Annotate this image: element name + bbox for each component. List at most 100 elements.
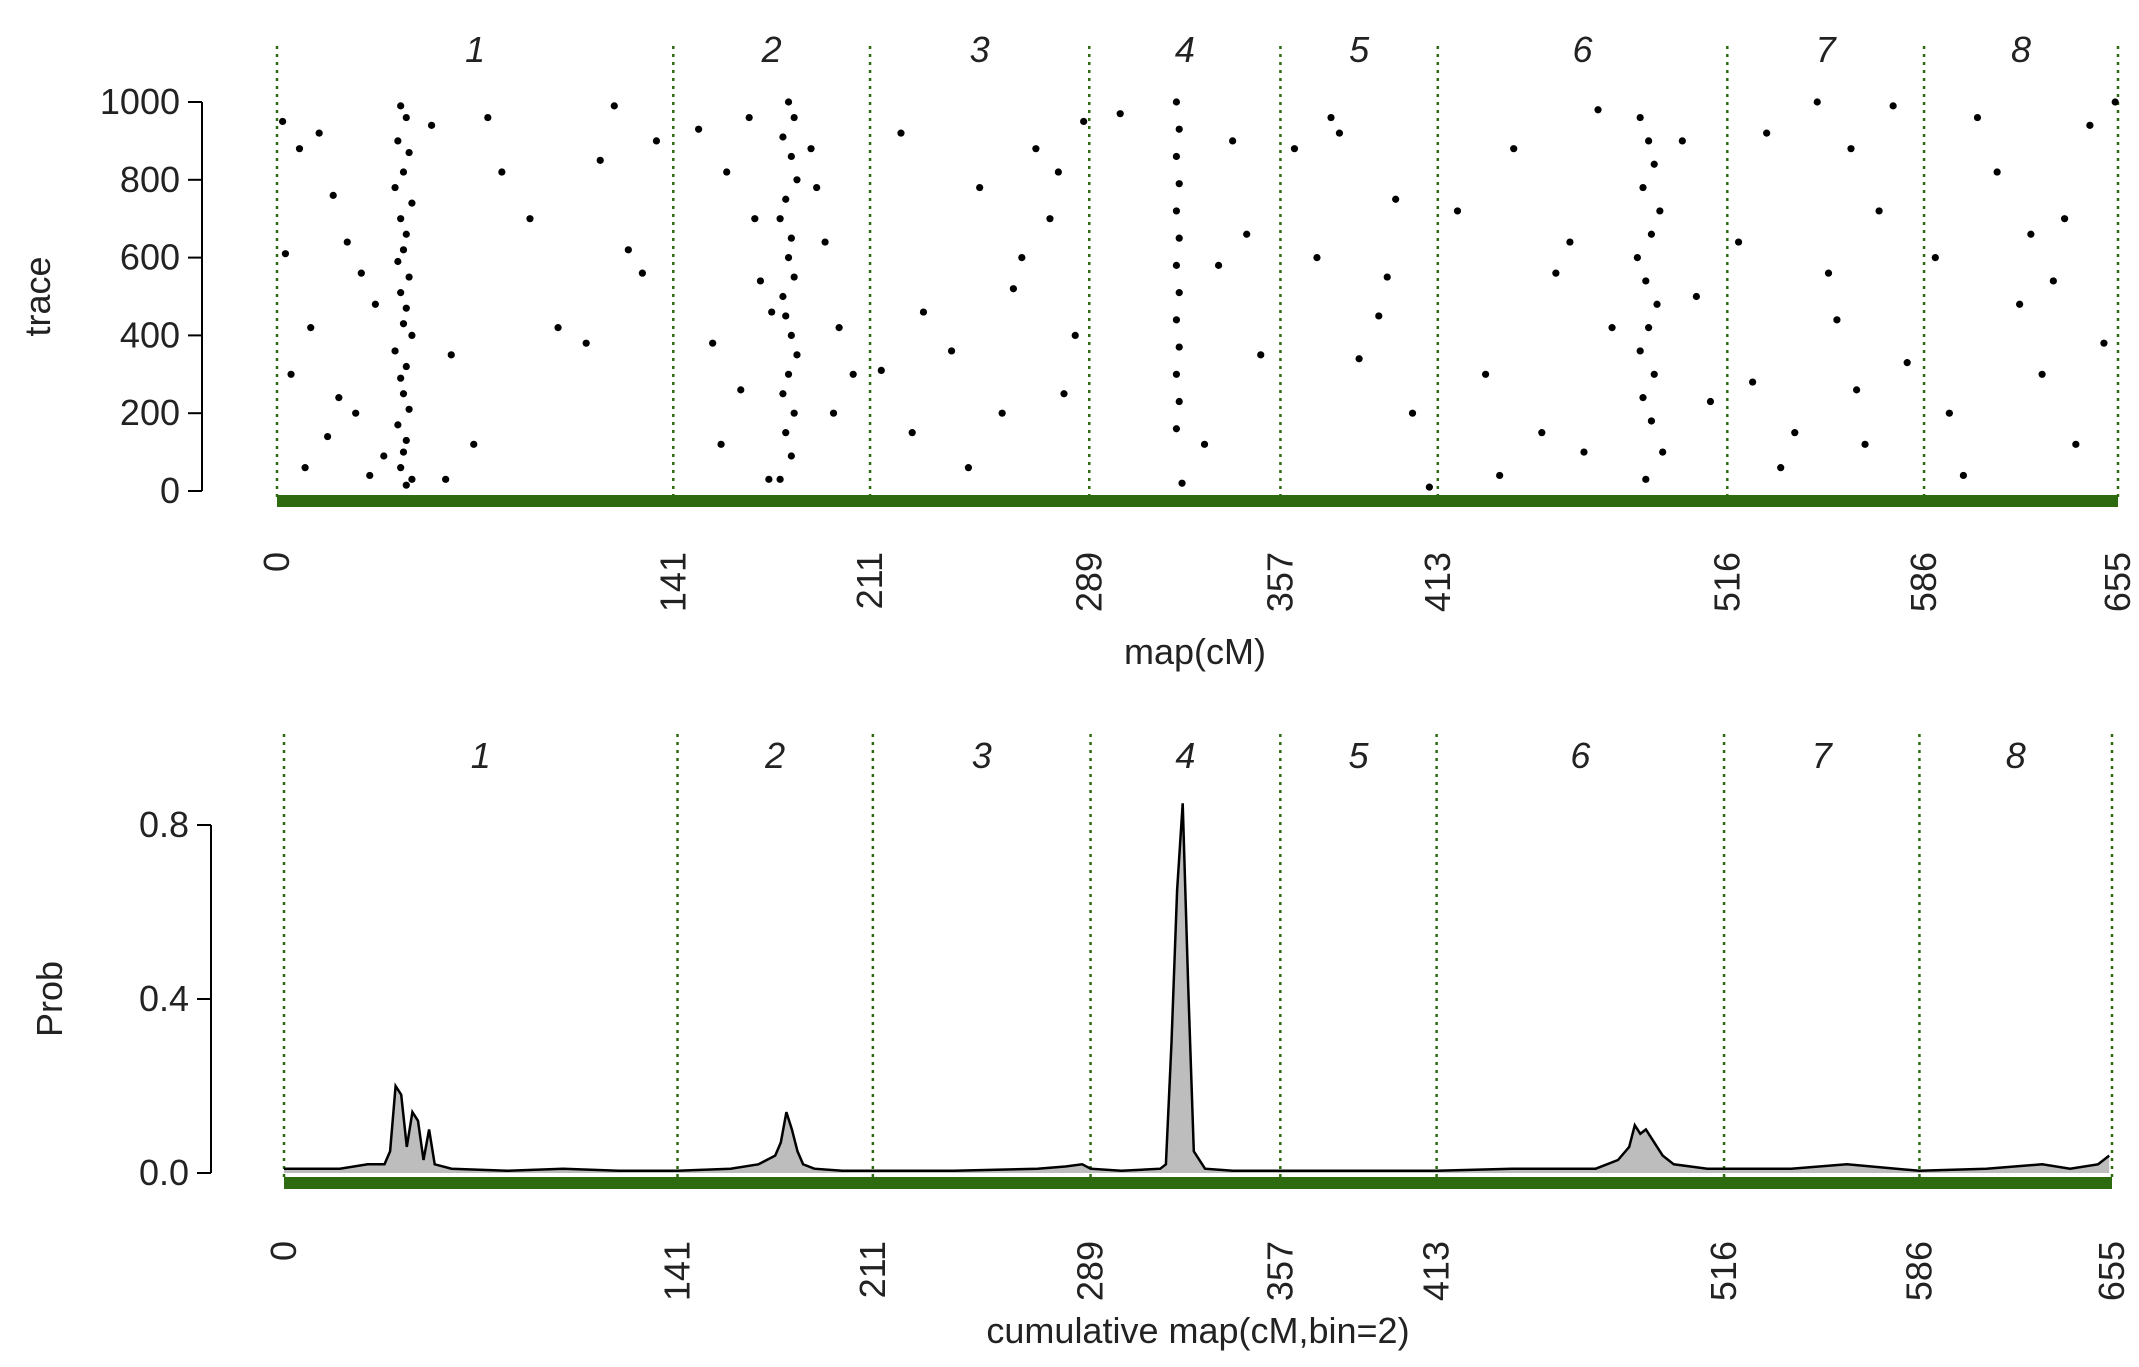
point	[1647, 230, 1656, 238]
point	[1071, 331, 1079, 339]
point	[1650, 160, 1658, 168]
point	[2049, 277, 2057, 285]
point	[1633, 254, 1641, 262]
point	[1847, 145, 1855, 153]
point	[768, 308, 776, 316]
point	[790, 273, 798, 281]
point	[776, 215, 784, 223]
point	[964, 464, 973, 472]
point	[399, 168, 408, 176]
chromosome-label: 2	[764, 735, 785, 776]
x-tick-label: 289	[1070, 1241, 1111, 1301]
point	[397, 102, 405, 110]
point	[402, 230, 410, 238]
point	[751, 215, 759, 223]
y-tick-label: 0.0	[139, 1152, 189, 1193]
y-tick-label: 800	[120, 159, 180, 200]
point	[1650, 370, 1658, 378]
point	[1172, 370, 1181, 378]
point	[442, 475, 450, 483]
point	[782, 429, 790, 437]
point	[1383, 273, 1391, 281]
point	[1172, 261, 1181, 269]
y-tick-label: 400	[120, 314, 180, 355]
point	[402, 304, 410, 312]
point	[394, 257, 402, 266]
point	[402, 362, 410, 371]
point	[287, 370, 295, 378]
point	[408, 199, 416, 207]
point	[1642, 277, 1650, 285]
point	[1552, 269, 1560, 277]
point	[2027, 230, 2035, 238]
point	[2060, 215, 2069, 223]
marker-rug	[277, 495, 2118, 507]
chromosome-label: 1	[471, 735, 491, 776]
point	[1636, 113, 1644, 122]
point	[357, 269, 365, 277]
point	[1175, 125, 1183, 133]
point	[1375, 312, 1383, 320]
chromosome-label: 5	[1349, 29, 1370, 70]
point	[1647, 417, 1656, 425]
point	[1355, 355, 1363, 363]
point	[1993, 168, 2001, 176]
point	[756, 277, 765, 285]
point	[821, 238, 829, 246]
point	[1833, 316, 1841, 324]
point	[397, 464, 405, 472]
point	[638, 269, 646, 277]
point	[1875, 207, 1883, 215]
point	[1172, 425, 1181, 433]
y-tick-label: 600	[120, 237, 180, 278]
x-tick-label: 586	[1898, 1241, 1939, 1301]
point	[498, 168, 506, 176]
x-tick-label: 516	[1706, 552, 1747, 612]
point	[402, 481, 410, 489]
point	[323, 432, 332, 441]
point	[2038, 370, 2046, 378]
point	[1054, 168, 1062, 176]
y-tick-label: 0.8	[139, 804, 189, 845]
point	[1172, 98, 1181, 106]
point	[1639, 394, 1647, 402]
point	[877, 366, 885, 375]
x-axis-label: cumulative map(cM,bin=2)	[986, 1310, 1409, 1351]
point	[782, 312, 790, 320]
point	[787, 331, 795, 339]
point	[2100, 339, 2108, 347]
point	[807, 145, 815, 153]
point	[790, 409, 798, 417]
point	[1175, 180, 1183, 188]
point	[366, 471, 374, 480]
chromosome-label: 8	[2011, 29, 2031, 70]
point	[307, 324, 315, 332]
point	[1408, 409, 1417, 417]
point	[1229, 137, 1237, 145]
x-tick-label: 413	[1417, 552, 1458, 612]
point	[793, 351, 801, 359]
point	[399, 448, 408, 456]
point	[976, 183, 984, 192]
point	[554, 324, 562, 332]
point	[391, 347, 399, 355]
point	[765, 475, 773, 483]
point	[787, 452, 795, 460]
chromosome-label: 7	[1812, 735, 1834, 776]
y-tick-label: 1000	[100, 81, 180, 122]
point	[1645, 137, 1653, 145]
point	[723, 168, 731, 176]
point	[610, 102, 618, 110]
point	[1945, 409, 1953, 417]
point	[1178, 479, 1186, 487]
point	[427, 121, 436, 129]
point	[1080, 117, 1088, 126]
point	[1749, 378, 1757, 386]
x-tick-label: 0	[263, 1241, 304, 1261]
point	[371, 300, 379, 308]
point	[1777, 464, 1785, 472]
x-tick-label: 0	[256, 552, 297, 572]
point	[1175, 289, 1183, 297]
point	[1425, 483, 1433, 491]
